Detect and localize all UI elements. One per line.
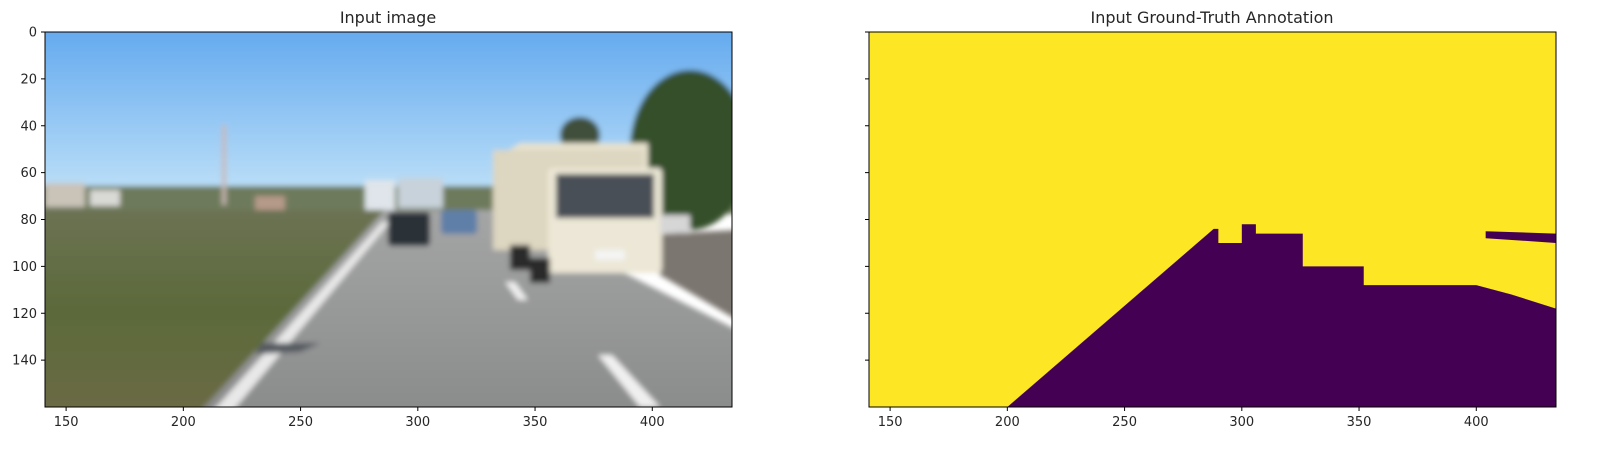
y-tick-label: 40 [20, 119, 37, 134]
input-image-panel: Input image [12, 8, 733, 430]
x-tick-label: 250 [288, 415, 313, 430]
panel-title-ground-truth: Input Ground-Truth Annotation [1090, 8, 1333, 27]
y-tick-label: 120 [12, 307, 37, 322]
y-tick-label: 0 [29, 26, 37, 41]
y-axis-input-image: 0 20 40 60 80 100 120 140 [12, 26, 45, 369]
y-tick-label: 20 [20, 72, 37, 87]
road-scene-photo [45, 32, 732, 407]
x-axis-annotation: 150 200 250 300 350 400 [878, 407, 1489, 430]
x-tick-label: 200 [995, 415, 1020, 430]
x-tick-label: 400 [640, 415, 665, 430]
x-tick-label: 350 [1347, 415, 1372, 430]
y-axis-annotation [865, 31, 869, 361]
y-tick-label: 60 [20, 166, 37, 181]
ground-truth-annotation-panel: Input Ground-Truth Annotation 150 200 250 3… [865, 8, 1557, 430]
x-tick-label: 350 [523, 415, 548, 430]
far-road-class-strip [1485, 231, 1556, 243]
panel-title-input-image: Input image [340, 8, 436, 27]
x-axis-input-image: 150 200 250 300 350 400 [54, 407, 665, 430]
x-tick-label: 300 [405, 415, 430, 430]
x-tick-label: 250 [1112, 415, 1137, 430]
x-tick-label: 300 [1229, 415, 1254, 430]
x-tick-label: 150 [878, 415, 903, 430]
x-tick-label: 400 [1464, 415, 1489, 430]
x-tick-label: 150 [54, 415, 79, 430]
y-tick-label: 140 [12, 354, 37, 369]
y-tick-label: 100 [12, 260, 37, 275]
road-class-region [1007, 224, 1556, 407]
y-tick-label: 80 [20, 213, 37, 228]
x-tick-label: 200 [171, 415, 196, 430]
